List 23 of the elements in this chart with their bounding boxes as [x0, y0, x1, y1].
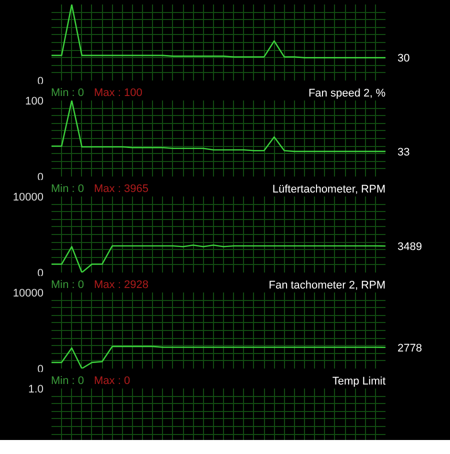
chart-title: Lüftertachometer, RPM — [272, 184, 386, 196]
y-tick-label: 10000 — [12, 192, 44, 204]
text: Max : 100 — [94, 87, 142, 99]
text: 30 — [398, 52, 410, 65]
text: Min : 0 — [51, 183, 84, 195]
data-label: 33 — [398, 146, 410, 158]
y-tick-label: 10000 — [12, 288, 44, 300]
chart-title: Fan tachometer 2, RPM — [268, 280, 386, 292]
text: Temp Limit — [332, 376, 386, 388]
line-series — [52, 244, 386, 272]
text: Min : 0 — [51, 375, 84, 387]
text: Min : 0 — [51, 279, 84, 291]
data-label: 3489 — [398, 240, 422, 253]
chart-title: Fan speed 2, % — [308, 88, 386, 100]
text: Min : 0 — [51, 87, 84, 99]
y-tick-label: 100 — [25, 96, 44, 108]
text: Max : 0 — [94, 375, 130, 387]
line-series — [52, 346, 386, 368]
line-series — [52, 100, 386, 152]
data-label: 2778 — [398, 342, 422, 354]
text: Max : 2928 — [94, 279, 148, 291]
text: Max : 3965 — [94, 183, 148, 195]
text: 1.0 — [28, 384, 44, 396]
